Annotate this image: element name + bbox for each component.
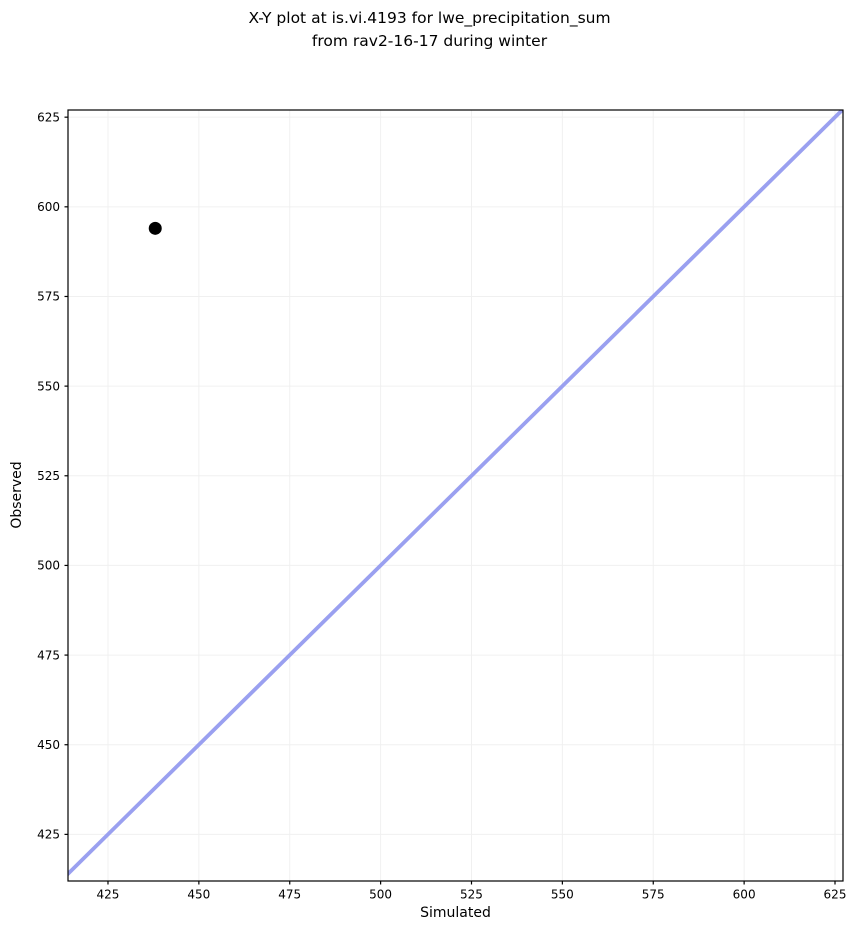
y-tick-label: 625: [37, 110, 60, 124]
chart-title-line-2: from rav2-16-17 during winter: [311, 32, 548, 50]
x-tick-label: 575: [642, 888, 665, 902]
axes-spines: [67, 109, 844, 882]
y-tick-label: 475: [37, 648, 60, 662]
x-tick-label: 625: [824, 888, 847, 902]
chart-title-line-1: X-Y plot at is.vi.4193 for lwe_precipita…: [248, 9, 611, 27]
x-tick-label: 500: [369, 888, 392, 902]
x-tick-label: 475: [278, 888, 301, 902]
y-tick-label: 500: [37, 559, 60, 573]
identity-line: [68, 110, 843, 877]
y-tick-label: 575: [37, 290, 60, 304]
x-axis-label: Simulated: [420, 905, 491, 921]
y-tick-label: 525: [37, 469, 60, 483]
x-tick-label: 550: [551, 888, 574, 902]
y-axis-label: Observed: [9, 461, 25, 529]
data-point: [148, 221, 162, 235]
x-tick-label: 600: [733, 888, 756, 902]
y-tick-label: 425: [37, 828, 60, 842]
y-tick-label: 600: [37, 200, 60, 214]
x-tick-label: 525: [460, 888, 483, 902]
y-tick-label: 450: [37, 738, 60, 752]
x-tick-label: 450: [187, 888, 210, 902]
x-tick-label: 425: [97, 888, 120, 902]
y-tick-label: 550: [37, 379, 60, 393]
chart-title: X-Y plot at is.vi.4193 for lwe_precipita…: [0, 7, 859, 53]
